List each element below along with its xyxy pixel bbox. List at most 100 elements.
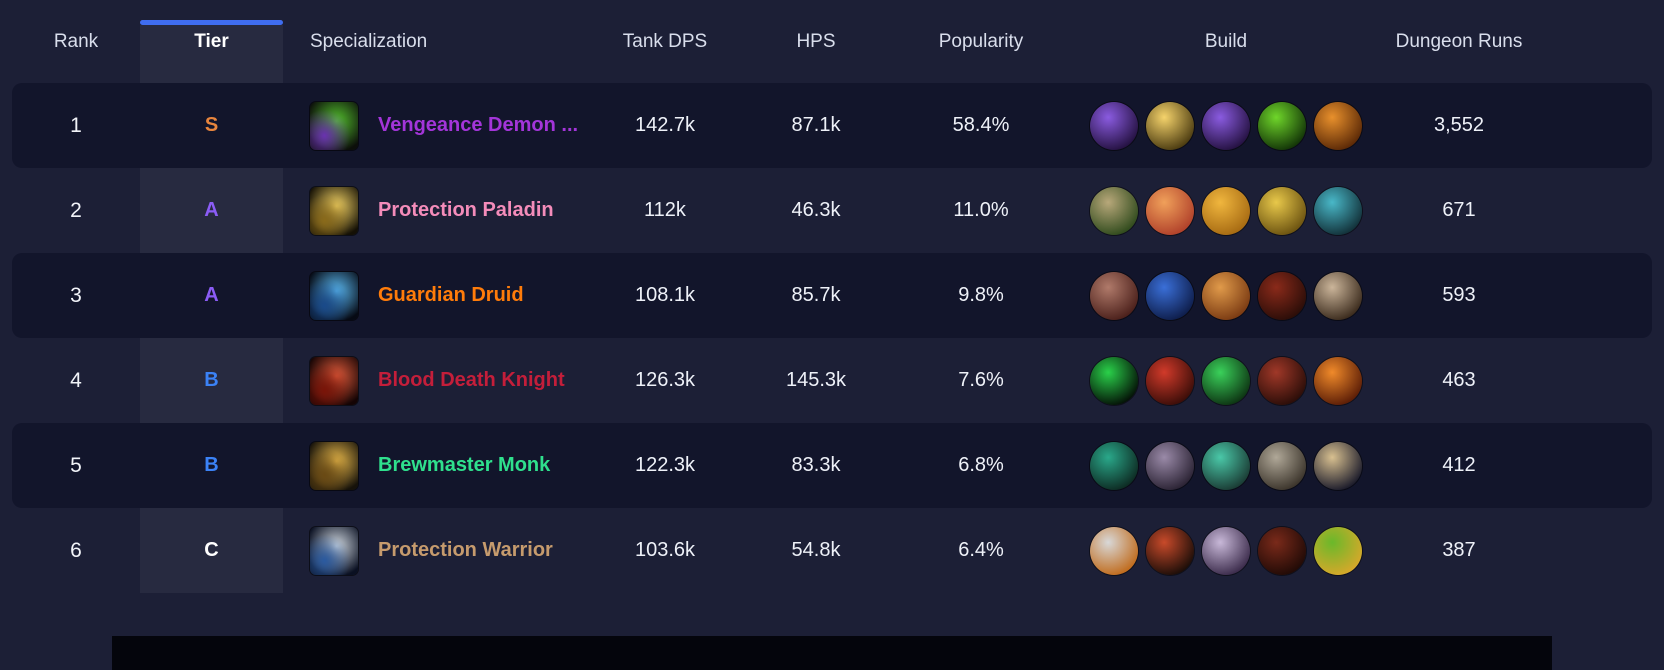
red-charge-talent-icon[interactable] (1146, 526, 1194, 575)
hps-cell: 145.3k (785, 369, 847, 391)
column-header-rank[interactable]: Rank (53, 30, 99, 52)
silver-shield-talent-icon[interactable] (1090, 526, 1138, 575)
spec-name-link[interactable]: Protection Warrior (378, 539, 553, 561)
tier-badge: A (204, 284, 219, 306)
hps-cell: 87.1k (791, 114, 841, 136)
teal-mist-talent-icon[interactable] (1202, 441, 1250, 490)
table-row[interactable]: 6 C Protection Warrior 103.6k 54.8k 6.4%… (12, 508, 1652, 593)
brewmaster-monk-icon[interactable] (310, 441, 358, 490)
column-header-specialization[interactable]: Specialization (310, 30, 428, 52)
popularity-cell: 58.4% (952, 114, 1010, 136)
gold-starburst-talent-icon[interactable] (1146, 101, 1194, 150)
dungeon-runs-cell: 671 (1442, 199, 1476, 221)
column-header-dungeon-runs[interactable]: Dungeon Runs (1395, 30, 1523, 52)
red-wolf-talent-icon[interactable] (1258, 271, 1306, 320)
tank-dps-cell: 126.3k (634, 369, 696, 391)
column-header-popularity[interactable]: Popularity (938, 30, 1024, 52)
hps-cell: 46.3k (791, 199, 841, 221)
build-icons (1066, 101, 1386, 150)
table-body: 1 S Vengeance Demon ... 142.7k 87.1k 58.… (0, 83, 1664, 593)
banshee-scream-talent-icon[interactable] (1202, 526, 1250, 575)
tier-badge: S (204, 114, 219, 136)
flame-heart-talent-icon[interactable] (1314, 356, 1362, 405)
dungeon-runs-cell: 3,552 (1433, 114, 1485, 136)
build-icons (1066, 526, 1386, 575)
dungeon-runs-cell: 463 (1442, 369, 1476, 391)
dungeon-runs-cell: 412 (1442, 454, 1476, 476)
green-skull-talent-icon[interactable] (1202, 356, 1250, 405)
popularity-cell: 9.8% (958, 284, 1004, 306)
hps-cell: 54.8k (791, 539, 841, 561)
table-row[interactable]: 3 A Guardian Druid 108.1k 85.7k 9.8% 593 (12, 253, 1652, 338)
build-icons (1066, 271, 1386, 320)
orange-swirl-talent-icon[interactable] (1314, 101, 1362, 150)
column-header-build[interactable]: Build (1204, 30, 1248, 52)
popularity-cell: 6.4% (958, 539, 1004, 561)
green-lion-talent-icon[interactable] (1090, 186, 1138, 235)
table-row[interactable]: 4 B Blood Death Knight 126.3k 145.3k 7.6… (12, 338, 1652, 423)
keg-talent-icon[interactable] (1258, 441, 1306, 490)
tier-badge: A (204, 199, 219, 221)
guardian-druid-icon[interactable] (310, 271, 358, 320)
purple-orb-talent-icon[interactable] (1202, 101, 1250, 150)
tank-dps-cell: 122.3k (634, 454, 696, 476)
maroon-bear-talent-icon[interactable] (1090, 271, 1138, 320)
red-body-talent-icon[interactable] (1258, 526, 1306, 575)
spec-name-link[interactable]: Protection Paladin (378, 199, 554, 221)
column-header-tank-dps[interactable]: Tank DPS (622, 30, 708, 52)
rank-cell: 6 (70, 538, 82, 562)
build-icons (1066, 356, 1386, 405)
column-header-tier[interactable]: Tier (194, 30, 229, 52)
build-icons (1066, 186, 1386, 235)
orange-armor-talent-icon[interactable] (1202, 271, 1250, 320)
tier-badge: B (204, 369, 219, 391)
spec-name-link[interactable]: Blood Death Knight (378, 369, 565, 391)
rank-cell: 2 (70, 198, 82, 222)
tier-sort-underline (140, 20, 283, 25)
hps-cell: 83.3k (791, 454, 841, 476)
table-row[interactable]: 1 S Vengeance Demon ... 142.7k 87.1k 58.… (12, 83, 1652, 168)
tank-dps-cell: 108.1k (634, 284, 696, 306)
rank-cell: 5 (70, 453, 82, 477)
popularity-cell: 6.8% (958, 454, 1004, 476)
purple-orb-talent-icon[interactable] (1090, 101, 1138, 150)
green-face-talent-icon[interactable] (1314, 526, 1362, 575)
gold-shield-talent-icon[interactable] (1258, 186, 1306, 235)
protection-paladin-icon[interactable] (310, 186, 358, 235)
monk-statue-talent-icon[interactable] (1314, 441, 1362, 490)
table-row[interactable]: 5 B Brewmaster Monk 122.3k 83.3k 6.8% 41… (12, 423, 1652, 508)
column-header-hps[interactable]: HPS (796, 30, 836, 52)
golden-figure-talent-icon[interactable] (1202, 186, 1250, 235)
blood-death-knight-icon[interactable] (310, 356, 358, 405)
tier-badge: B (204, 454, 219, 476)
bottom-section-bar (112, 636, 1552, 670)
red-claws-talent-icon[interactable] (1258, 356, 1306, 405)
spec-name-link[interactable]: Vengeance Demon ... (378, 114, 579, 136)
popularity-cell: 11.0% (953, 199, 1009, 221)
build-icons (1066, 441, 1386, 490)
teal-turtle-talent-icon[interactable] (1314, 186, 1362, 235)
dungeon-runs-cell: 593 (1442, 284, 1476, 306)
protection-warrior-icon[interactable] (310, 526, 358, 575)
vengeance-demon-hunter-icon[interactable] (310, 101, 358, 150)
blue-figure-talent-icon[interactable] (1146, 271, 1194, 320)
table-header: Rank Tier Specialization Tank DPS HPS Po… (12, 0, 1652, 83)
teal-swirl-talent-icon[interactable] (1090, 441, 1138, 490)
popularity-cell: 7.6% (958, 369, 1004, 391)
tan-claws-talent-icon[interactable] (1314, 271, 1362, 320)
spec-name-link[interactable]: Guardian Druid (378, 284, 524, 306)
tank-dps-cell: 142.7k (634, 114, 696, 136)
tier-badge: C (204, 539, 219, 561)
tank-dps-cell: 112k (644, 199, 686, 221)
rank-cell: 4 (70, 368, 82, 392)
rank-cell: 3 (70, 283, 82, 307)
orange-beam-talent-icon[interactable] (1146, 186, 1194, 235)
gray-figure-talent-icon[interactable] (1146, 441, 1194, 490)
spec-name-link[interactable]: Brewmaster Monk (378, 454, 551, 476)
tank-dps-cell: 103.6k (634, 539, 696, 561)
table-row[interactable]: 2 A Protection Paladin 112k 46.3k 11.0% … (12, 168, 1652, 253)
red-skull-talent-icon[interactable] (1146, 356, 1194, 405)
green-ring-talent-icon[interactable] (1090, 356, 1138, 405)
green-demon-talent-icon[interactable] (1258, 101, 1306, 150)
